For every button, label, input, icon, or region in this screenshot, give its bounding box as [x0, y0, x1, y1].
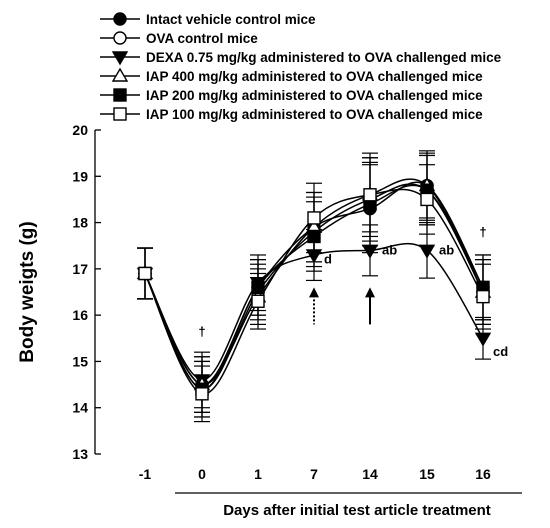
y-tick-label: 19: [72, 168, 88, 184]
x-tick-label: 15: [419, 466, 435, 482]
legend-marker: [113, 12, 127, 26]
annotation-label: d: [324, 252, 332, 267]
legend-item-dexa-0-75-mg-kg-administered-to-ova-challenged-mice: DEXA 0.75 mg/kg administered to OVA chal…: [100, 50, 502, 66]
legend-label: IAP 200 mg/kg administered to OVA challe…: [146, 88, 483, 103]
y-tick-label: 13: [72, 446, 88, 462]
annotation-label: ab: [382, 242, 397, 257]
x-tick-label: 0: [198, 466, 206, 482]
arrow-day-7: [309, 287, 319, 325]
legend-marker: [111, 67, 129, 82]
legend-label: OVA control mice: [146, 31, 258, 46]
x-tick-label: 7: [310, 466, 318, 482]
axes: Body weigts (g) Days after initial test …: [17, 130, 522, 519]
data-points: [136, 177, 492, 401]
data-point-dexa-0-75-mg-kg-administered-to-ova-challenged-mice: [474, 332, 492, 347]
annotation-label: ab: [439, 242, 454, 257]
y-tick-label: 18: [72, 215, 88, 231]
data-point-dexa-0-75-mg-kg-administered-to-ova-challenged-mice: [305, 249, 323, 264]
legend-item-ova-control-mice: OVA control mice: [100, 31, 258, 46]
x-ticks: -1 0 1 7 14 15 16: [139, 466, 491, 482]
legend-item-iap-200-mg-kg-administered-to-ova-challenged-mice: IAP 200 mg/kg administered to OVA challe…: [100, 88, 483, 103]
data-point-iap-100-mg-kg-administered-to-ova-challenged-mice: [307, 211, 321, 225]
data-point-iap-100-mg-kg-administered-to-ova-challenged-mice: [195, 387, 209, 401]
annotations: † d ab ab † cd: [198, 224, 508, 359]
x-axis-title: Days after initial test article treatmen…: [223, 502, 491, 519]
y-tick-label: 20: [72, 122, 88, 138]
data-point-dexa-0-75-mg-kg-administered-to-ova-challenged-mice: [361, 244, 379, 259]
legend-item-intact-vehicle-control-mice: Intact vehicle control mice: [100, 12, 316, 27]
annotation-label: †: [479, 224, 486, 239]
arrow-head: [309, 287, 319, 298]
data-point-iap-200-mg-kg-administered-to-ova-challenged-mice: [307, 229, 321, 244]
x-tick-label: 14: [362, 466, 378, 482]
arrows: [309, 287, 375, 325]
legend-label: IAP 400 mg/kg administered to OVA challe…: [146, 69, 483, 84]
data-point-iap-100-mg-kg-administered-to-ova-challenged-mice: [138, 266, 152, 281]
legend-marker: [111, 51, 129, 66]
legend-marker: [113, 31, 127, 45]
data-point-iap-100-mg-kg-administered-to-ova-challenged-mice: [251, 294, 265, 308]
legend-label: DEXA 0.75 mg/kg administered to OVA chal…: [146, 50, 502, 65]
legend-item-iap-100-mg-kg-administered-to-ova-challenged-mice: IAP 100 mg/kg administered to OVA challe…: [100, 107, 483, 122]
y-tick-label: 14: [72, 400, 88, 416]
legend-item-iap-400-mg-kg-administered-to-ova-challenged-mice: IAP 400 mg/kg administered to OVA challe…: [100, 67, 483, 84]
y-axis-title: Body weigts (g): [17, 221, 38, 362]
data-point-iap-100-mg-kg-administered-to-ova-challenged-mice: [363, 188, 377, 202]
arrow-day-14: [365, 287, 375, 325]
legend-marker: [113, 107, 127, 121]
legend: Intact vehicle control mice OVA control m…: [100, 12, 502, 122]
legend-marker: [113, 88, 127, 102]
y-tick-label: 15: [72, 353, 88, 369]
data-point-dexa-0-75-mg-kg-administered-to-ova-challenged-mice: [418, 244, 436, 259]
legend-label: IAP 100 mg/kg administered to OVA challe…: [146, 107, 483, 122]
x-tick-label: 1: [254, 466, 262, 482]
arrow-head: [365, 287, 375, 298]
legend-label: Intact vehicle control mice: [146, 12, 316, 27]
y-ticks: 13 14 15 16 17 18 19 20: [72, 122, 101, 462]
x-tick-label: 16: [475, 466, 491, 482]
annotation-label: cd: [493, 344, 508, 359]
y-tick-label: 16: [72, 307, 88, 323]
data-point-iap-200-mg-kg-administered-to-ova-challenged-mice: [251, 280, 265, 295]
annotation-label: †: [198, 324, 205, 339]
x-tick-label: -1: [139, 466, 152, 482]
y-tick-label: 17: [72, 261, 88, 277]
data-point-iap-100-mg-kg-administered-to-ova-challenged-mice: [420, 192, 434, 207]
data-point-iap-100-mg-kg-administered-to-ova-challenged-mice: [476, 289, 490, 304]
